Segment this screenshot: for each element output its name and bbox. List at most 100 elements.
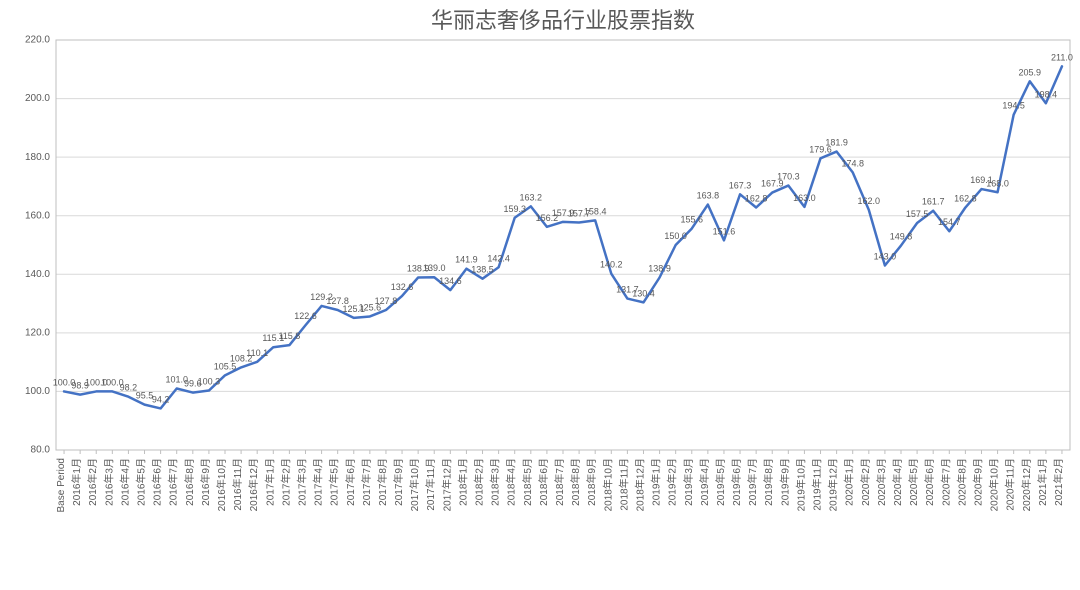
x-axis-tick-label: 2017年10月 [408, 458, 421, 511]
data-label: 181.9 [825, 138, 848, 148]
x-axis-tick-label: 2018年12月 [633, 458, 646, 511]
data-label: 143.0 [874, 252, 897, 262]
data-label: 155.6 [680, 215, 703, 225]
x-axis-tick-label: 2017年9月 [392, 458, 405, 506]
data-label: 150.0 [664, 231, 687, 241]
data-label: 141.9 [455, 255, 478, 265]
data-label: 142.4 [487, 253, 510, 263]
x-axis-tick-label: 2019年9月 [778, 458, 791, 506]
data-label: 174.8 [841, 158, 864, 168]
x-axis-tick-label: 2019年8月 [762, 458, 775, 506]
y-axis-tick-label: 200.0 [25, 93, 50, 104]
data-label: 163.0 [793, 193, 816, 203]
x-axis-tick-label: 2020年5月 [907, 458, 920, 506]
data-label: 95.5 [136, 391, 154, 401]
data-label: 122.6 [294, 311, 317, 321]
data-label: 115.8 [278, 331, 300, 341]
x-axis-tick-label: 2020年1月 [843, 458, 856, 506]
x-axis-tick-label: 2016年8月 [183, 458, 196, 506]
data-label: 110.1 [246, 348, 268, 358]
x-axis-tick-label: 2018年9月 [585, 458, 598, 506]
data-label: 205.9 [1018, 67, 1041, 77]
x-axis-tick-label: 2019年4月 [698, 458, 711, 506]
x-axis-tick-label: 2017年5月 [328, 458, 341, 506]
x-axis-tick-label: 2018年3月 [489, 458, 502, 506]
data-label: 149.8 [890, 232, 913, 242]
x-axis-tick-label: 2017年3月 [295, 458, 308, 506]
x-axis-tick-label: 2016年3月 [102, 458, 115, 506]
x-axis-tick-label: 2020年3月 [875, 458, 888, 506]
x-axis-tick-label: 2018年1月 [456, 458, 469, 506]
x-axis-tick-label: 2018年5月 [521, 458, 534, 506]
data-label: 140.2 [600, 260, 623, 270]
x-axis-tick-label: 2021年2月 [1052, 458, 1065, 506]
data-label: 162.8 [954, 194, 977, 204]
data-label: 211.0 [1051, 52, 1073, 62]
data-label: 134.6 [439, 276, 462, 286]
x-axis-tick-label: 2016年2月 [86, 458, 99, 506]
x-axis-tick-label: 2017年6月 [344, 458, 357, 506]
x-axis-tick-label: 2020年8月 [955, 458, 968, 506]
data-label: 132.6 [391, 282, 414, 292]
data-label: 151.6 [713, 226, 736, 236]
data-label: 167.3 [729, 180, 752, 190]
x-axis-tick-label: 2018年11月 [617, 458, 630, 511]
data-label: 139.0 [423, 263, 446, 273]
x-axis-tick-label: 2017年7月 [360, 458, 373, 506]
plot-border [56, 40, 1070, 450]
data-label: 98.2 [120, 383, 138, 393]
x-axis-tick-label: 2020年4月 [891, 458, 904, 506]
x-axis-tick-label: 2019年1月 [650, 458, 663, 506]
x-axis-tick-label: 2018年10月 [601, 458, 614, 511]
y-axis-tick-label: 140.0 [25, 269, 50, 280]
data-label: 170.3 [777, 172, 800, 182]
data-label: 163.2 [520, 192, 543, 202]
series-line [64, 66, 1062, 408]
data-label: 198.4 [1035, 89, 1058, 99]
x-axis-tick-label: 2020年11月 [1004, 458, 1017, 511]
data-label: 100.3 [198, 377, 221, 387]
data-label: 127.8 [375, 296, 398, 306]
data-label: 159.3 [503, 204, 526, 214]
data-label: 138.5 [471, 265, 494, 275]
x-axis-tick-label: 2016年9月 [199, 458, 212, 506]
x-axis-tick-label: 2019年3月 [682, 458, 695, 506]
x-axis-tick-label: 2016年6月 [151, 458, 164, 506]
x-axis-tick-label: 2018年2月 [473, 458, 486, 506]
x-axis-tick-label: 2019年11月 [811, 458, 824, 511]
x-axis-tick-label: 2016年5月 [135, 458, 148, 506]
data-label: 157.5 [906, 209, 929, 219]
y-axis-tick-label: 80.0 [31, 445, 51, 456]
x-axis-tick-label: 2016年4月 [118, 458, 131, 506]
x-axis-tick-label: 2016年1月 [70, 458, 83, 506]
line-chart: 华丽志奢侈品行业股票指数80.0100.0120.0140.0160.0180.… [0, 0, 1080, 590]
data-label: 138.9 [648, 264, 671, 274]
y-axis-tick-label: 120.0 [25, 327, 50, 338]
x-axis-tick-label: 2019年12月 [827, 458, 840, 511]
chart-title: 华丽志奢侈品行业股票指数 [431, 8, 695, 33]
x-axis-tick-label: Base Period [56, 458, 67, 512]
x-axis-tick-label: 2016年7月 [167, 458, 180, 506]
x-axis-tick-label: 2016年11月 [231, 458, 244, 511]
x-axis-tick-label: 2019年6月 [730, 458, 743, 506]
x-axis-tick-label: 2017年8月 [376, 458, 389, 506]
x-axis-tick-label: 2018年4月 [505, 458, 518, 506]
x-axis-tick-label: 2020年9月 [971, 458, 984, 506]
y-axis-tick-label: 100.0 [25, 386, 50, 397]
x-axis-tick-label: 2017年1月 [263, 458, 276, 506]
data-label: 130.4 [632, 288, 655, 298]
data-label: 162.8 [745, 194, 768, 204]
data-label: 162.0 [858, 196, 881, 206]
data-label: 194.5 [1002, 101, 1025, 111]
x-axis-tick-label: 2020年7月 [939, 458, 952, 506]
x-axis-tick-label: 2019年10月 [794, 458, 807, 511]
data-label: 158.4 [584, 206, 607, 216]
x-axis-tick-label: 2020年6月 [923, 458, 936, 506]
x-axis-tick-label: 2019年7月 [746, 458, 759, 506]
x-axis-tick-label: 2018年6月 [537, 458, 550, 506]
data-label: 154.7 [938, 217, 961, 227]
y-axis-tick-label: 220.0 [25, 35, 50, 46]
y-axis-tick-label: 160.0 [25, 210, 50, 221]
data-label: 168.0 [986, 178, 1009, 188]
x-axis-tick-label: 2017年12月 [440, 458, 453, 511]
